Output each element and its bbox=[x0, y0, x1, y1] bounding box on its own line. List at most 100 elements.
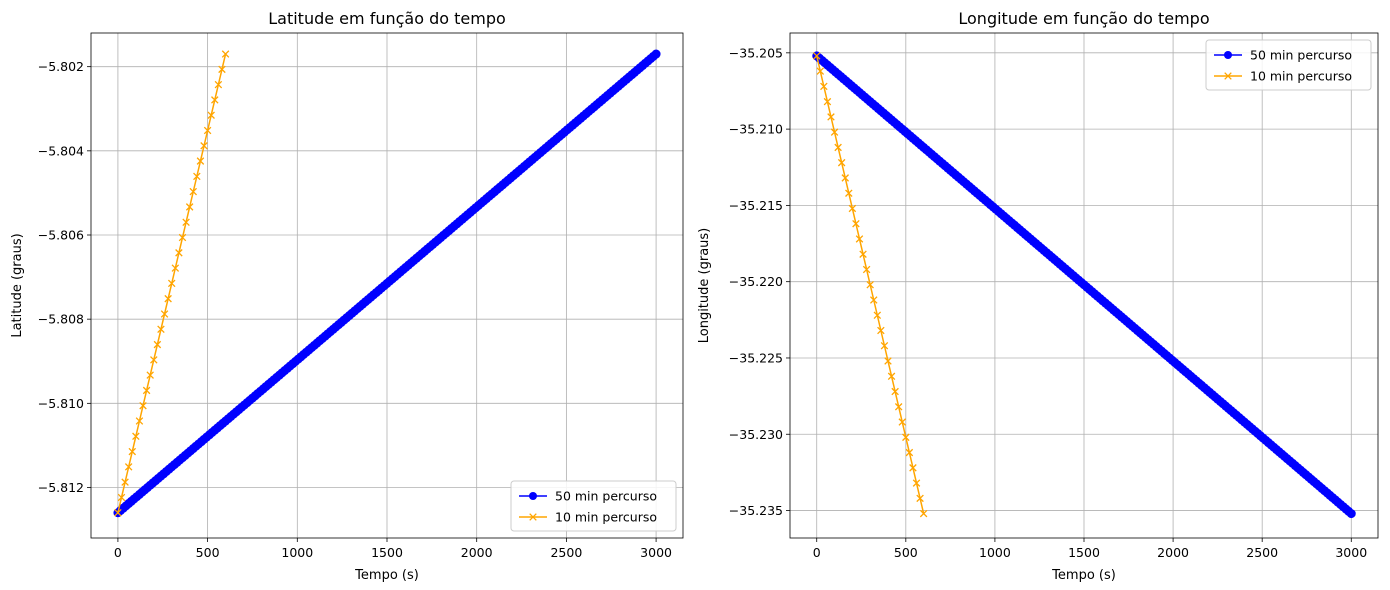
series-50min bbox=[812, 51, 1356, 519]
y-tick-label: −35.215 bbox=[729, 198, 783, 213]
data-point bbox=[150, 356, 158, 364]
data-point bbox=[207, 111, 215, 119]
x-tick-label: 3000 bbox=[640, 545, 672, 560]
series-10min bbox=[114, 50, 230, 517]
data-point bbox=[167, 279, 176, 288]
data-point bbox=[891, 387, 899, 396]
data-point bbox=[884, 357, 892, 365]
y-tick-label: −35.235 bbox=[729, 503, 783, 518]
legend-label: 10 min percurso bbox=[555, 510, 657, 525]
data-point bbox=[877, 326, 885, 335]
data-point bbox=[128, 447, 137, 456]
data-point bbox=[916, 494, 924, 503]
y-axis-label: Latitude (graus) bbox=[10, 233, 25, 337]
data-point bbox=[164, 294, 172, 303]
legend-box bbox=[1205, 39, 1372, 91]
legend-label: 50 min percurso bbox=[1250, 48, 1352, 63]
x-tick-label: 2500 bbox=[1246, 545, 1278, 560]
legend-label: 10 min percurso bbox=[1250, 69, 1352, 84]
data-point bbox=[185, 203, 194, 211]
y-tick-label: −5.804 bbox=[38, 143, 84, 158]
x-tick-label: 1500 bbox=[371, 545, 403, 560]
data-point bbox=[834, 143, 842, 152]
y-tick-label: −5.802 bbox=[38, 59, 84, 74]
x-tick-label: 2000 bbox=[461, 545, 493, 560]
data-point bbox=[912, 479, 921, 487]
longitude-chart: 0 500 1000 1500 2000 2500 3000 −35.235 −35.230 −3… bbox=[697, 9, 1379, 583]
data-point bbox=[909, 464, 917, 472]
data-point bbox=[841, 174, 849, 182]
y-tick-label: −5.810 bbox=[38, 396, 84, 411]
data-point bbox=[171, 264, 180, 272]
data-point bbox=[837, 158, 846, 167]
x-tick-label: 0 bbox=[813, 545, 821, 560]
data-point bbox=[902, 433, 910, 442]
data-point bbox=[189, 187, 198, 196]
data-point bbox=[873, 311, 882, 320]
y-tick-label: −35.210 bbox=[729, 122, 783, 137]
data-point bbox=[200, 142, 208, 150]
data-point bbox=[160, 310, 169, 318]
legend: 50 min percurso 10 min percurso bbox=[510, 480, 677, 532]
x-tick-label: 500 bbox=[894, 545, 918, 560]
data-point bbox=[153, 340, 162, 349]
data-point bbox=[859, 250, 867, 258]
data-point bbox=[1346, 509, 1356, 519]
x-tick-label: 3000 bbox=[1335, 545, 1367, 560]
x-tick-label: 2500 bbox=[550, 545, 582, 560]
data-point bbox=[117, 493, 126, 502]
data-point bbox=[919, 509, 928, 518]
data-point bbox=[214, 80, 223, 89]
legend-marker bbox=[529, 492, 537, 500]
data-point bbox=[816, 67, 825, 75]
data-point bbox=[898, 418, 907, 426]
legend-box bbox=[510, 480, 677, 532]
data-point bbox=[132, 432, 140, 441]
data-point bbox=[121, 478, 129, 486]
data-point bbox=[812, 52, 821, 60]
x-tick-label: 1000 bbox=[979, 545, 1011, 560]
x-tick-label: 500 bbox=[196, 545, 220, 560]
series-10min bbox=[812, 52, 928, 518]
x-tick-label: 1500 bbox=[1068, 545, 1100, 560]
x-axis-label: Tempo (s) bbox=[354, 568, 419, 583]
y-tick-label: −5.808 bbox=[38, 312, 84, 327]
data-point bbox=[855, 235, 864, 243]
legend-marker bbox=[529, 513, 537, 521]
data-point bbox=[651, 49, 661, 59]
data-point bbox=[139, 401, 147, 410]
legend-marker bbox=[1224, 51, 1232, 59]
chart-title: Latitude em função do tempo bbox=[268, 9, 506, 28]
latitude-chart: 0 500 1000 1500 2000 2500 3000 −5.812 −5.810 −5.8… bbox=[10, 9, 684, 583]
legend: 50 min percurso 10 min percurso bbox=[1205, 39, 1372, 91]
data-point bbox=[905, 448, 914, 457]
data-point bbox=[142, 386, 151, 395]
data-point bbox=[827, 113, 835, 121]
x-tick-label: 1000 bbox=[281, 545, 313, 560]
y-tick-label: −35.225 bbox=[729, 350, 783, 365]
x-tick-label: 2000 bbox=[1157, 545, 1189, 560]
data-point bbox=[175, 249, 183, 257]
data-point bbox=[124, 463, 133, 471]
legend-marker bbox=[1224, 72, 1232, 80]
y-tick-label: −35.205 bbox=[729, 45, 783, 60]
data-point bbox=[182, 218, 190, 226]
y-tick-label: −5.812 bbox=[38, 480, 84, 495]
data-point bbox=[820, 82, 828, 91]
data-point bbox=[135, 417, 144, 425]
data-point bbox=[203, 126, 212, 135]
data-point bbox=[211, 96, 219, 104]
data-point bbox=[830, 128, 839, 136]
data-point bbox=[866, 280, 874, 289]
data-point bbox=[146, 371, 154, 379]
y-axis-label: Longitude (graus) bbox=[697, 228, 712, 344]
legend-label: 50 min percurso bbox=[555, 489, 657, 504]
y-tick-label: −35.220 bbox=[729, 274, 783, 289]
y-tick-label: −5.806 bbox=[38, 228, 84, 243]
data-point bbox=[869, 296, 878, 304]
data-point bbox=[845, 189, 853, 197]
y-tick-label: −35.230 bbox=[729, 427, 783, 442]
data-point bbox=[887, 372, 896, 381]
